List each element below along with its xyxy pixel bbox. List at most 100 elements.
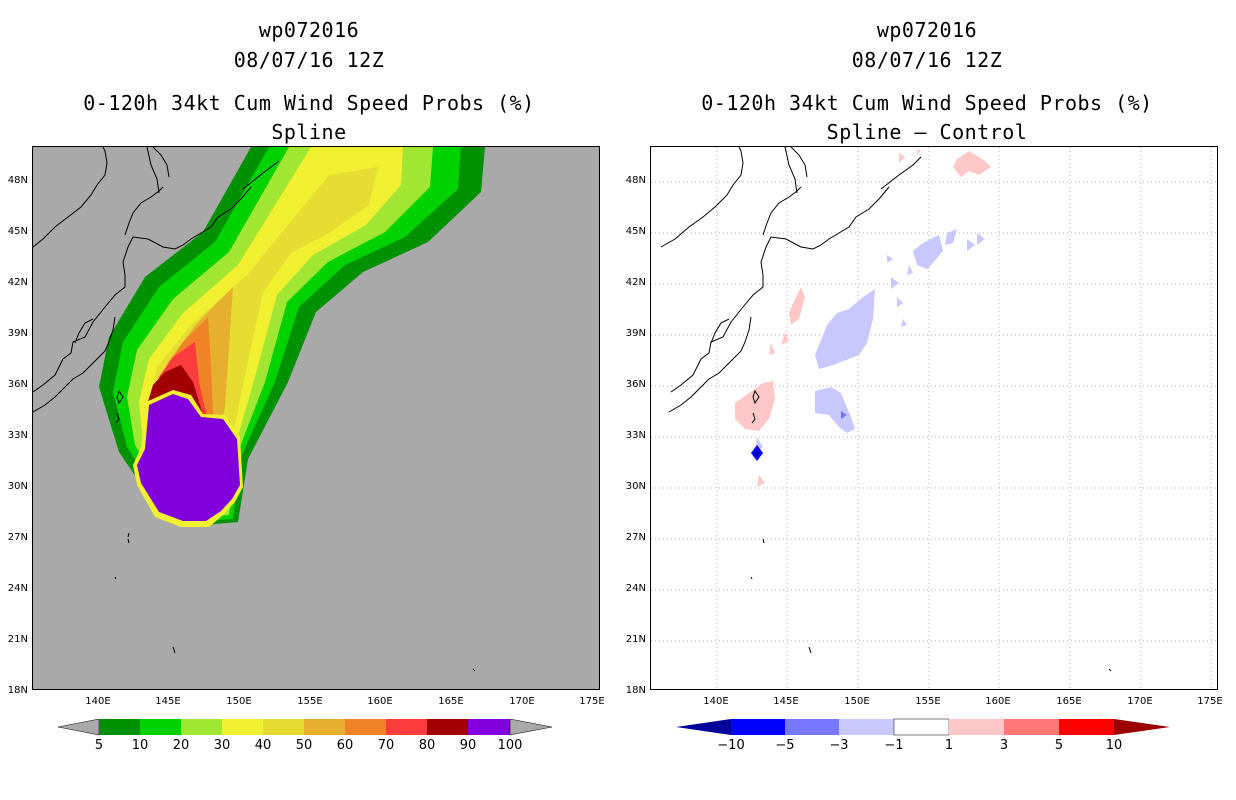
colorbar-swatch-5 — [99, 719, 140, 735]
colorbar-swatch-60 — [345, 719, 386, 735]
colorbar-label: 1 — [944, 738, 954, 753]
colorbar-high-arrow — [509, 718, 553, 736]
colorbar-label: −10 — [717, 738, 745, 753]
right-colorbar — [676, 718, 1170, 736]
left-datetime: 08/07/16 12Z — [233, 48, 385, 72]
colorbar-label: 100 — [497, 738, 523, 753]
colorbar-label: 5 — [1054, 738, 1064, 753]
right-panel: wp072016 08/07/16 12Z 0-120h 34kt Cum Wi… — [618, 0, 1236, 800]
medium-negative-diff — [841, 411, 847, 419]
right-subtitle: Spline – Control — [826, 120, 1028, 144]
colorbar-swatch-90 — [468, 719, 510, 735]
colorbar-swatch-pos1 — [949, 719, 1004, 735]
negative-diff-regions — [755, 229, 985, 453]
lon-label: 160E — [367, 696, 393, 707]
lat-label: 42N — [625, 277, 646, 288]
left-storm-id: wp072016 — [258, 18, 360, 42]
left-probability-map — [32, 146, 600, 690]
right-product-title: 0-120h 34kt Cum Wind Speed Probs (%) — [701, 91, 1153, 115]
colorbar-label: 80 — [418, 738, 436, 753]
lat-label: 27N — [7, 532, 28, 543]
colorbar-low-arrow — [676, 719, 731, 735]
lat-label: 33N — [625, 430, 646, 441]
colorbar-label: −3 — [829, 738, 849, 753]
lon-label: 140E — [703, 696, 729, 707]
colorbar-swatch-20 — [181, 719, 222, 735]
lon-label: 150E — [844, 696, 870, 707]
lat-label: 39N — [7, 328, 28, 339]
colorbar-label: −5 — [775, 738, 795, 753]
lon-label: 155E — [915, 696, 941, 707]
lon-label: 175E — [1197, 696, 1223, 707]
colorbar-label: 90 — [459, 738, 477, 753]
colorbar-label: 3 — [999, 738, 1009, 753]
lat-label: 30N — [625, 481, 646, 492]
lon-label: 170E — [1127, 696, 1153, 707]
lon-label: 150E — [226, 696, 252, 707]
left-panel: wp072016 08/07/16 12Z 0-120h 34kt Cum Wi… — [7, 18, 605, 753]
colorbar-label: 50 — [295, 738, 313, 753]
lat-label: 33N — [7, 430, 28, 441]
lat-label: 45N — [7, 226, 28, 237]
colorbar-label: 20 — [172, 738, 190, 753]
lon-label: 175E — [579, 696, 605, 707]
lat-label: 18N — [7, 685, 28, 696]
lat-label: 21N — [7, 634, 28, 645]
lon-label: 145E — [155, 696, 181, 707]
lon-label: 165E — [438, 696, 464, 707]
colorbar-swatch-50 — [304, 719, 345, 735]
dotted-grid — [651, 147, 1217, 689]
colorbar-swatch-30 — [222, 719, 263, 735]
colorbar-label: 30 — [213, 738, 231, 753]
colorbar-high-arrow — [1114, 719, 1170, 735]
lat-label: 27N — [625, 532, 646, 543]
lat-label: 48N — [7, 175, 28, 186]
colorbar-swatch-neg5 — [785, 719, 839, 735]
lat-label: 45N — [625, 226, 646, 237]
colorbar-label: 40 — [254, 738, 272, 753]
colorbar-swatch-40 — [263, 719, 304, 735]
colorbar-label: 10 — [1105, 738, 1123, 753]
colorbar-label: 5 — [94, 738, 104, 753]
right-datetime: 08/07/16 12Z — [851, 48, 1003, 72]
lon-label: 160E — [985, 696, 1011, 707]
lon-label: 155E — [297, 696, 323, 707]
colorbar-swatch-neg3 — [839, 719, 894, 735]
lat-label: 18N — [625, 685, 646, 696]
lat-label: 36N — [625, 379, 646, 390]
left-subtitle: Spline — [271, 120, 347, 144]
colorbar-swatch-70 — [386, 719, 427, 735]
colorbar-label: 10 — [131, 738, 149, 753]
lon-label: 145E — [773, 696, 799, 707]
colorbar-swatch-pos5 — [1059, 719, 1114, 735]
lat-label: 24N — [7, 583, 28, 594]
colorbar-swatch-neg1 — [893, 718, 950, 736]
right-difference-map — [650, 146, 1218, 690]
colorbar-swatch-80 — [427, 719, 468, 735]
left-colorbar — [57, 718, 553, 736]
right-storm-id: wp072016 — [876, 18, 978, 42]
lon-label: 165E — [1056, 696, 1082, 707]
lat-label: 30N — [7, 481, 28, 492]
coastlines — [660, 147, 1112, 672]
colorbar-swatch-neg10 — [731, 719, 785, 735]
lat-label: 39N — [625, 328, 646, 339]
colorbar-label: 70 — [377, 738, 395, 753]
left-product-title: 0-120h 34kt Cum Wind Speed Probs (%) — [83, 91, 535, 115]
lat-label: 48N — [625, 175, 646, 186]
colorbar-label: 60 — [336, 738, 354, 753]
coastlines — [33, 147, 476, 672]
colorbar-low-arrow — [57, 718, 100, 736]
strongest-negative-diff — [755, 450, 759, 457]
prob-contour-90 — [137, 394, 240, 521]
lon-label: 140E — [85, 696, 111, 707]
colorbar-swatch-10 — [140, 719, 181, 735]
colorbar-label: −1 — [884, 738, 904, 753]
lat-label: 21N — [625, 634, 646, 645]
lon-label: 170E — [509, 696, 535, 707]
lat-label: 42N — [7, 277, 28, 288]
lat-label: 36N — [7, 379, 28, 390]
positive-diff-regions — [735, 149, 991, 487]
lat-label: 24N — [625, 583, 646, 594]
colorbar-swatch-pos3 — [1004, 719, 1059, 735]
